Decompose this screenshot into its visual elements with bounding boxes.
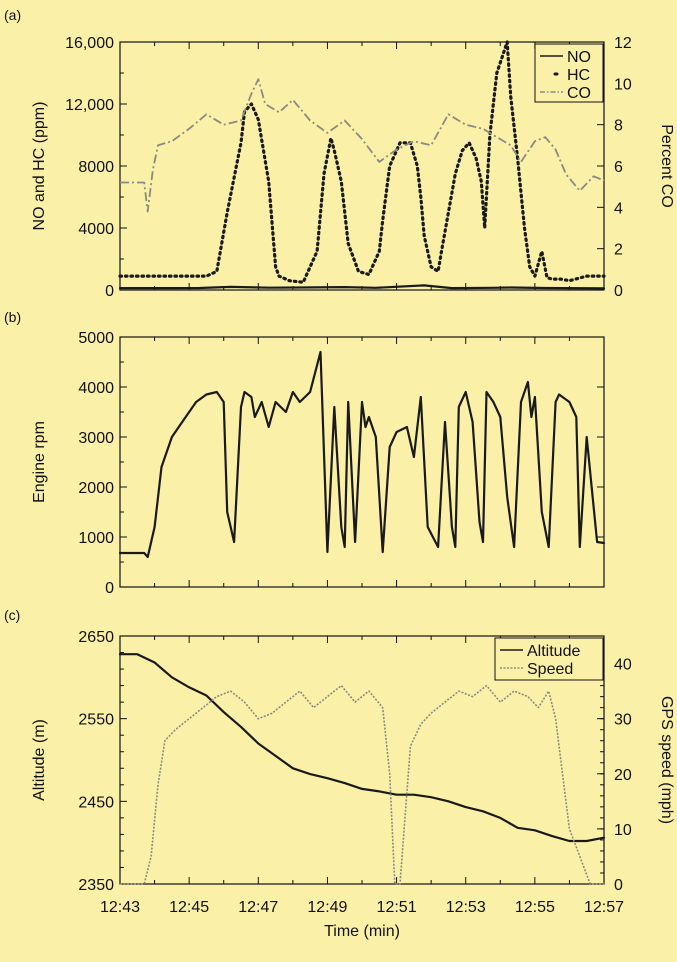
y-tick-label: 4000 xyxy=(78,221,114,238)
x-axis-label: Time (min) xyxy=(324,923,400,940)
y-tick-label: 2450 xyxy=(78,794,114,811)
y2-tick-label: 0 xyxy=(614,877,623,894)
legend-label: HC xyxy=(567,67,590,84)
y-axis-label: NO and HC (ppm) xyxy=(31,102,48,231)
series-line-speed xyxy=(120,684,604,885)
y2-tick-label: 40 xyxy=(614,657,632,674)
x-tick-label: 12:51 xyxy=(377,899,417,916)
y-tick-label: 2650 xyxy=(78,629,114,646)
plot-frame xyxy=(119,336,605,588)
series-line-no xyxy=(118,284,606,290)
series-line-rpm xyxy=(118,350,606,559)
series-line-co xyxy=(120,78,605,213)
y-tick-label: 4000 xyxy=(78,380,114,397)
legend-box xyxy=(494,637,604,681)
y2-tick-label: 2 xyxy=(614,242,623,259)
series-line-hc xyxy=(118,40,606,284)
legend-label: Altitude xyxy=(527,643,580,660)
x-tick-label: 12:43 xyxy=(100,899,140,916)
plot-frame xyxy=(119,41,605,291)
y2-tick-label: 20 xyxy=(614,767,632,784)
x-tick-label: 12:45 xyxy=(169,899,209,916)
y-tick-label: 8000 xyxy=(78,159,114,176)
y-tick-label: 2000 xyxy=(78,480,114,497)
x-tick-label: 12:57 xyxy=(584,899,624,916)
y-tick-label: 12,000 xyxy=(65,97,114,114)
y2-tick-label: 10 xyxy=(614,822,632,839)
panel-label: (a) xyxy=(4,7,21,23)
y-tick-label: 0 xyxy=(105,580,114,597)
y-tick-label: 0 xyxy=(105,283,114,300)
y-tick-label: 3000 xyxy=(78,430,114,447)
panel-label: (b) xyxy=(4,309,21,325)
x-tick-label: 12:53 xyxy=(446,899,486,916)
legend-label: NO xyxy=(567,49,591,66)
y-tick-label: 1000 xyxy=(78,530,114,547)
x-tick-label: 12:49 xyxy=(307,899,347,916)
y-axis-label: Engine rpm xyxy=(31,421,48,503)
y2-tick-label: 10 xyxy=(614,76,632,93)
y2-axis-label: GPS speed (mph) xyxy=(658,696,675,824)
legend-label: CO xyxy=(567,85,591,102)
y-tick-label: 16,000 xyxy=(65,35,114,52)
legend-label: Speed xyxy=(527,661,573,678)
y2-axis-label: Percent CO xyxy=(658,124,675,208)
y-tick-label: 2350 xyxy=(78,877,114,894)
series-line-altitude xyxy=(118,653,606,843)
y-tick-label: 2550 xyxy=(78,712,114,729)
y2-tick-label: 6 xyxy=(614,159,623,176)
y2-tick-label: 12 xyxy=(614,35,632,52)
x-tick-label: 12:55 xyxy=(515,899,555,916)
x-tick-label: 12:47 xyxy=(238,899,278,916)
y2-tick-label: 8 xyxy=(614,118,623,135)
y2-tick-label: 4 xyxy=(614,200,623,217)
legend-box xyxy=(534,43,604,103)
y2-tick-label: 30 xyxy=(614,712,632,729)
y2-tick-label: 0 xyxy=(614,283,623,300)
y-tick-label: 5000 xyxy=(78,330,114,347)
y-axis-label: Altitude (m) xyxy=(31,719,48,801)
panel-label: (c) xyxy=(4,607,20,623)
